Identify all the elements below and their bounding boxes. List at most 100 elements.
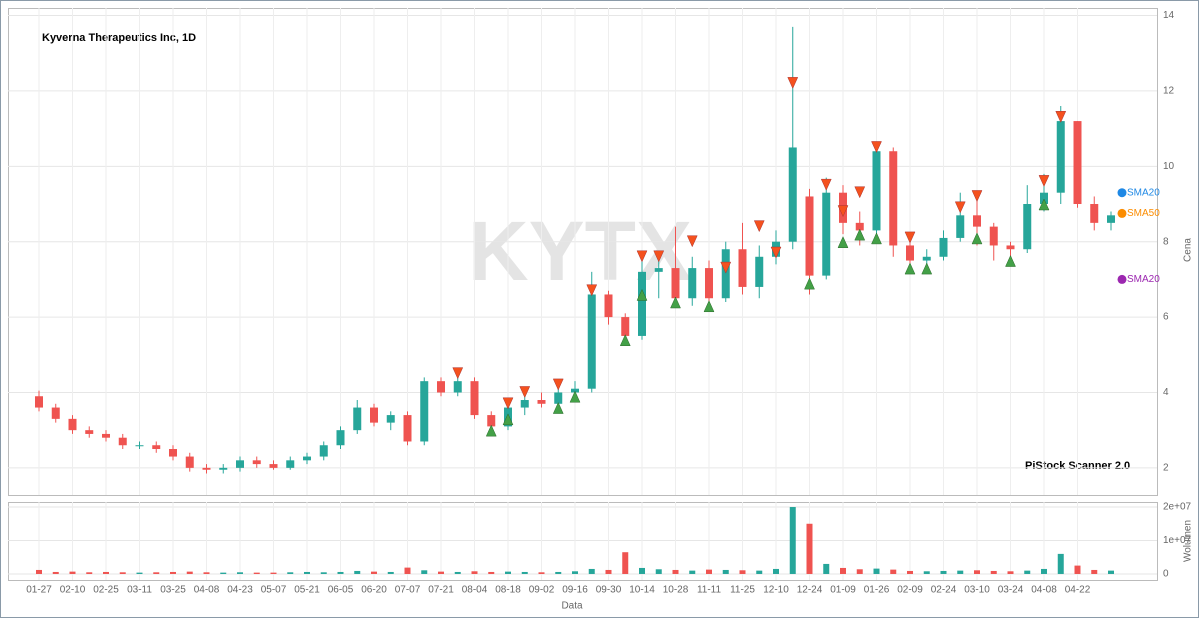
volume-bar — [36, 569, 42, 574]
volume-bar — [722, 569, 729, 574]
x-tick-label: 01-09 — [830, 585, 856, 596]
sell-signal — [770, 246, 782, 259]
sma-marker — [1117, 188, 1127, 198]
volume-bar — [170, 571, 176, 574]
candle-body — [169, 449, 177, 457]
y-tick-label: 2 — [1163, 463, 1169, 474]
sell-signal — [586, 284, 598, 297]
candle-body — [487, 415, 496, 427]
sell-signal — [871, 141, 882, 154]
volume-tick-label: 0 — [1163, 569, 1169, 580]
candle-body — [973, 215, 981, 227]
volume-axis-title: Wolumen — [1183, 520, 1194, 562]
candle-body — [537, 400, 546, 404]
volume-bar — [1074, 565, 1081, 574]
candle-body — [638, 271, 646, 336]
x-tick-label: 03-11 — [127, 585, 152, 596]
volume-bar — [1007, 571, 1014, 574]
candle-body — [922, 256, 931, 261]
candle-body — [1056, 121, 1065, 193]
volume-panel — [8, 502, 1158, 581]
candle-body — [705, 268, 713, 299]
x-tick-label: 05-07 — [261, 585, 287, 596]
sell-signal — [653, 250, 665, 263]
candle-body — [219, 467, 228, 470]
candle-body — [68, 418, 77, 431]
x-tick-label: 10-28 — [663, 585, 689, 596]
x-tick-label: 10-14 — [629, 585, 655, 596]
x-tick-label: 02-24 — [931, 585, 957, 596]
candle-body — [102, 433, 110, 438]
buy-signal — [485, 424, 497, 437]
candle-body — [236, 460, 244, 468]
sell-signal — [1055, 111, 1067, 123]
volume-bar — [471, 571, 478, 574]
volume-bar — [354, 570, 361, 574]
volume-bar — [773, 568, 779, 574]
y-tick-label: 6 — [1163, 312, 1169, 323]
volume-bar — [706, 569, 712, 574]
candle-body — [1006, 245, 1015, 250]
volume-bar — [923, 571, 930, 574]
x-tick-label: 09-16 — [562, 585, 588, 596]
volume-bar — [622, 552, 629, 574]
candle-body — [1107, 215, 1115, 223]
volume-bar — [739, 570, 746, 574]
buy-signal — [670, 296, 681, 309]
candle-body — [1040, 192, 1048, 205]
volume-bar — [52, 571, 59, 574]
buy-signal — [1005, 254, 1016, 267]
candle-body — [403, 415, 412, 442]
x-tick-label: 09-30 — [596, 585, 622, 596]
candle-body — [252, 460, 261, 465]
candle-body — [420, 381, 429, 442]
candle-body — [453, 381, 462, 393]
volume-bar — [371, 571, 377, 574]
x-tick-label: 06-20 — [361, 585, 387, 596]
candle-body — [202, 467, 211, 470]
candle-body — [470, 381, 479, 416]
volume-bar — [789, 507, 796, 574]
candle-body — [319, 445, 328, 457]
volume-bar — [957, 570, 964, 574]
y-tick-label: 10 — [1163, 161, 1175, 172]
sell-signal — [686, 235, 698, 248]
buy-signal — [569, 390, 581, 403]
volume-bar — [639, 567, 645, 574]
buy-signal — [804, 277, 815, 290]
candle-body — [654, 268, 663, 272]
sma-label: SMA20 — [1127, 274, 1160, 285]
x-tick-label: 09-02 — [529, 585, 555, 596]
x-tick-label: 03-24 — [998, 585, 1024, 596]
volume-bar — [823, 563, 830, 574]
x-tick-label: 04-08 — [194, 585, 220, 596]
volume-bar — [1024, 570, 1031, 574]
y-tick-label: 14 — [1163, 10, 1175, 21]
x-tick-label: 02-10 — [60, 585, 86, 596]
candle-body — [721, 249, 730, 299]
candle-body — [286, 460, 295, 468]
x-tick-label: 12-10 — [763, 585, 789, 596]
volume-bar — [555, 571, 562, 574]
sell-signal — [502, 397, 514, 410]
buy-signal — [921, 262, 933, 275]
volume-bar — [840, 567, 846, 574]
sell-signal — [854, 186, 866, 199]
volume-bar — [103, 571, 109, 574]
volume-bar — [86, 572, 93, 574]
candle-body — [1073, 121, 1082, 205]
buy-signal — [502, 413, 514, 426]
candle-body — [1023, 204, 1032, 250]
volume-tick-label: 1e+07 — [1163, 535, 1192, 546]
buy-signal — [837, 236, 849, 248]
buy-signal — [703, 300, 715, 313]
volume-bar — [1057, 553, 1064, 574]
volume-bar — [940, 570, 947, 574]
sma-marker — [1117, 208, 1127, 218]
x-tick-label: 04-23 — [227, 585, 253, 596]
candle-body — [554, 392, 563, 404]
x-tick-label: 02-25 — [93, 585, 119, 596]
volume-bar — [203, 572, 210, 574]
